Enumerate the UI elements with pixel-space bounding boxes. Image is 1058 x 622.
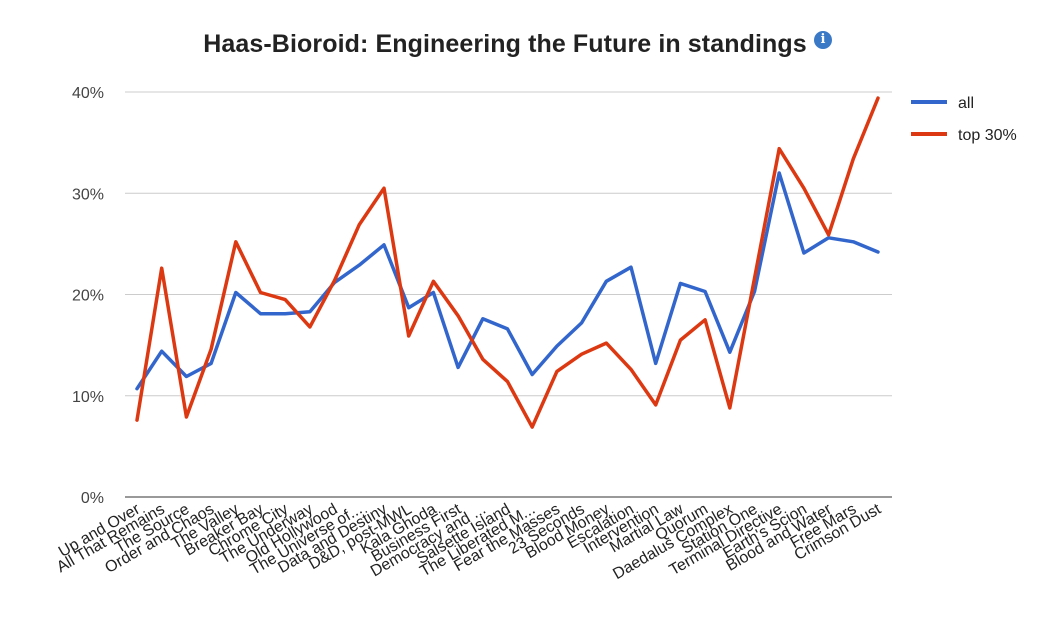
info-icon[interactable]: i <box>814 31 832 49</box>
y-tick-label: 40% <box>72 85 104 102</box>
legend-label-0: all <box>958 95 974 112</box>
y-tick-label: 0% <box>81 490 104 507</box>
series-line-0[interactable] <box>135 171 880 391</box>
y-tick-label: 10% <box>72 389 104 406</box>
y-tick-label: 20% <box>72 288 104 305</box>
series-lines <box>135 96 880 429</box>
y-tick-label: 30% <box>72 186 104 203</box>
chart-title-container: Haas-Bioroid: Engineering the Future in … <box>0 30 1010 59</box>
series-line-1[interactable] <box>135 96 880 429</box>
chart-title: Haas-Bioroid: Engineering the Future in … <box>203 30 807 58</box>
y-axis: 0% 10% 20% 30% 40% <box>72 85 104 507</box>
gridlines <box>125 91 892 498</box>
legend-label-1: top 30% <box>958 127 1017 144</box>
legend: all top 30% <box>911 95 1017 144</box>
